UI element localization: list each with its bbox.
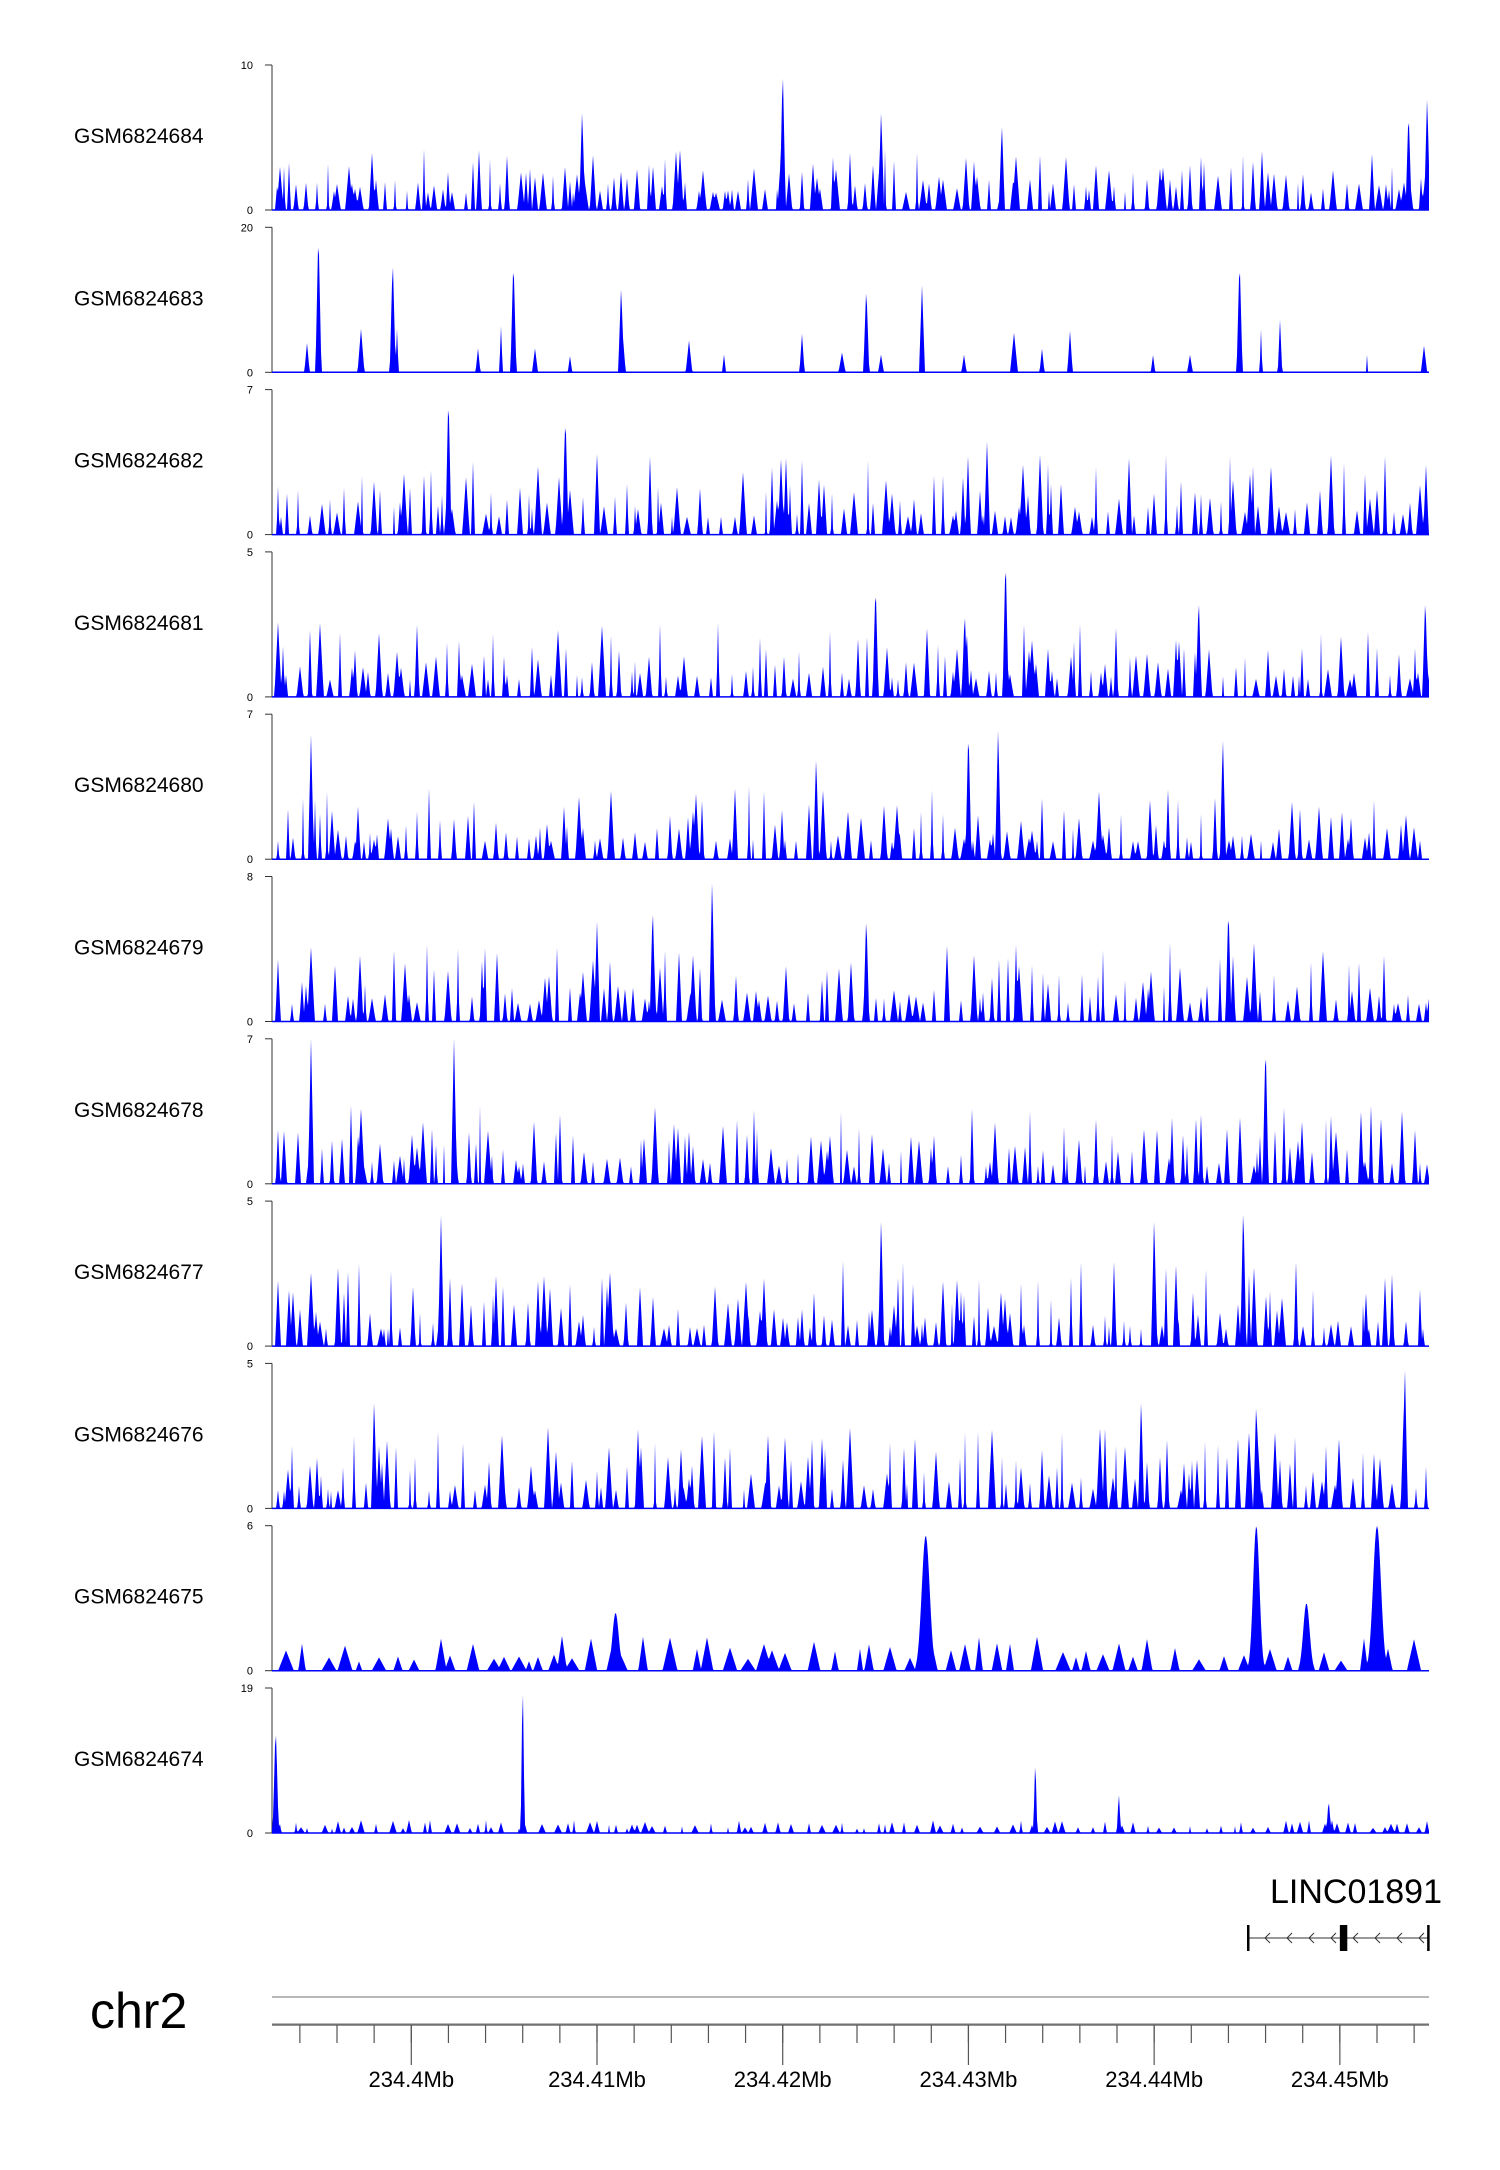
y-tick-label-max: 5 xyxy=(247,547,253,559)
y-tick-label-max: 19 xyxy=(241,1683,253,1695)
y-tick-label-min: 0 xyxy=(247,367,253,379)
signal-area xyxy=(272,1214,1429,1347)
signal-area xyxy=(272,78,1429,210)
gene-exon xyxy=(1427,1925,1430,1951)
y-tick-label-min: 0 xyxy=(247,1341,253,1353)
track-GSM6824679: GSM6824679 8 0 xyxy=(74,872,1429,1029)
y-tick-label-min: 0 xyxy=(247,1828,253,1840)
gene-exon xyxy=(1247,1925,1250,1951)
y-tick-label-max: 10 xyxy=(241,60,253,72)
strand-arrow xyxy=(1418,1932,1425,1944)
gene-exon xyxy=(1339,1925,1348,1951)
track-label: GSM6824684 xyxy=(74,125,204,148)
track-GSM6824684: GSM6824684 10 0 xyxy=(74,60,1429,217)
y-tick-label-min: 0 xyxy=(247,1017,253,1029)
gene-label: LINC01891 xyxy=(1270,1873,1442,1911)
track-GSM6824677: GSM6824677 5 0 xyxy=(74,1196,1429,1353)
y-tick-label-min: 0 xyxy=(247,530,253,542)
track-label: GSM6824678 xyxy=(74,1099,204,1122)
y-tick-label-min: 0 xyxy=(247,205,253,217)
chromosome-label: chr2 xyxy=(90,1983,187,2039)
track-label: GSM6824679 xyxy=(74,937,204,960)
y-tick-label-min: 0 xyxy=(247,854,253,866)
chromosome-axis: chr2 234.4Mb 234.41Mb 234.42Mb 234.43Mb 234.… xyxy=(90,1983,1429,2092)
signal-area xyxy=(272,248,1429,373)
signal-area xyxy=(272,1694,1429,1833)
strand-arrow xyxy=(1286,1932,1293,1944)
x-tick-label: 234.44Mb xyxy=(1105,2067,1203,2092)
track-GSM6824675: GSM6824675 6 0 xyxy=(74,1521,1429,1678)
track-label: GSM6824675 xyxy=(74,1586,204,1609)
strand-arrow xyxy=(1308,1932,1315,1944)
y-tick-label-min: 0 xyxy=(247,1503,253,1515)
y-tick-label-min: 0 xyxy=(247,1179,253,1191)
track-GSM6824678: GSM6824678 7 0 xyxy=(74,1034,1429,1191)
y-tick-label-max: 20 xyxy=(241,222,253,234)
signal-area xyxy=(272,1038,1429,1184)
track-label: GSM6824674 xyxy=(74,1748,204,1771)
y-tick-label-max: 6 xyxy=(247,1521,253,1533)
strand-arrow xyxy=(1352,1932,1359,1944)
x-axis-ticks: 234.4Mb 234.41Mb 234.42Mb 234.43Mb 234.44Mb 2… xyxy=(299,2025,1415,2092)
x-tick-label: 234.45Mb xyxy=(1291,2067,1389,2092)
track-label: GSM6824680 xyxy=(74,774,204,797)
track-label: GSM6824676 xyxy=(74,1423,204,1446)
y-tick-label-min: 0 xyxy=(247,692,253,704)
track-GSM6824683: GSM6824683 20 0 xyxy=(74,222,1429,379)
x-tick-label: 234.4Mb xyxy=(368,2067,454,2092)
strand-arrow xyxy=(1330,1932,1337,1944)
y-tick-label-max: 7 xyxy=(247,709,253,721)
x-tick-label: 234.42Mb xyxy=(734,2067,832,2092)
y-tick-label-max: 7 xyxy=(247,1034,253,1046)
signal-area xyxy=(272,1370,1429,1509)
gene-model xyxy=(1247,1925,1430,1951)
track-label: GSM6824681 xyxy=(74,612,204,635)
signal-area xyxy=(272,572,1429,697)
track-label: GSM6824683 xyxy=(74,287,204,310)
y-tick-label-max: 5 xyxy=(247,1358,253,1370)
track-label: GSM6824677 xyxy=(74,1261,204,1284)
track-GSM6824674: GSM6824674 19 0 xyxy=(74,1683,1429,1840)
y-tick-label-max: 5 xyxy=(247,1196,253,1208)
y-tick-label-max: 7 xyxy=(247,385,253,397)
track-GSM6824676: GSM6824676 5 0 xyxy=(74,1358,1429,1515)
y-tick-label-max: 8 xyxy=(247,872,253,884)
track-GSM6824680: GSM6824680 7 0 xyxy=(74,709,1429,866)
strand-arrow xyxy=(1374,1932,1381,1944)
signal-area xyxy=(272,410,1429,535)
strand-arrow xyxy=(1396,1932,1403,1944)
y-tick-label-min: 0 xyxy=(247,1666,253,1678)
signal-area xyxy=(272,1525,1429,1671)
gene-track: LINC01891 xyxy=(1247,1873,1442,1951)
x-tick-label: 234.43Mb xyxy=(919,2067,1017,2092)
strand-arrow xyxy=(1264,1932,1271,1944)
track-label: GSM6824682 xyxy=(74,450,204,473)
track-GSM6824682: GSM6824682 7 0 xyxy=(74,385,1429,542)
track-GSM6824681: GSM6824681 5 0 xyxy=(74,547,1429,704)
x-tick-label: 234.41Mb xyxy=(548,2067,646,2092)
signal-area xyxy=(272,883,1429,1022)
signal-area xyxy=(272,731,1429,860)
signal-tracks: GSM6824684100GSM6824683200GSM682468270GS… xyxy=(74,60,1429,1840)
